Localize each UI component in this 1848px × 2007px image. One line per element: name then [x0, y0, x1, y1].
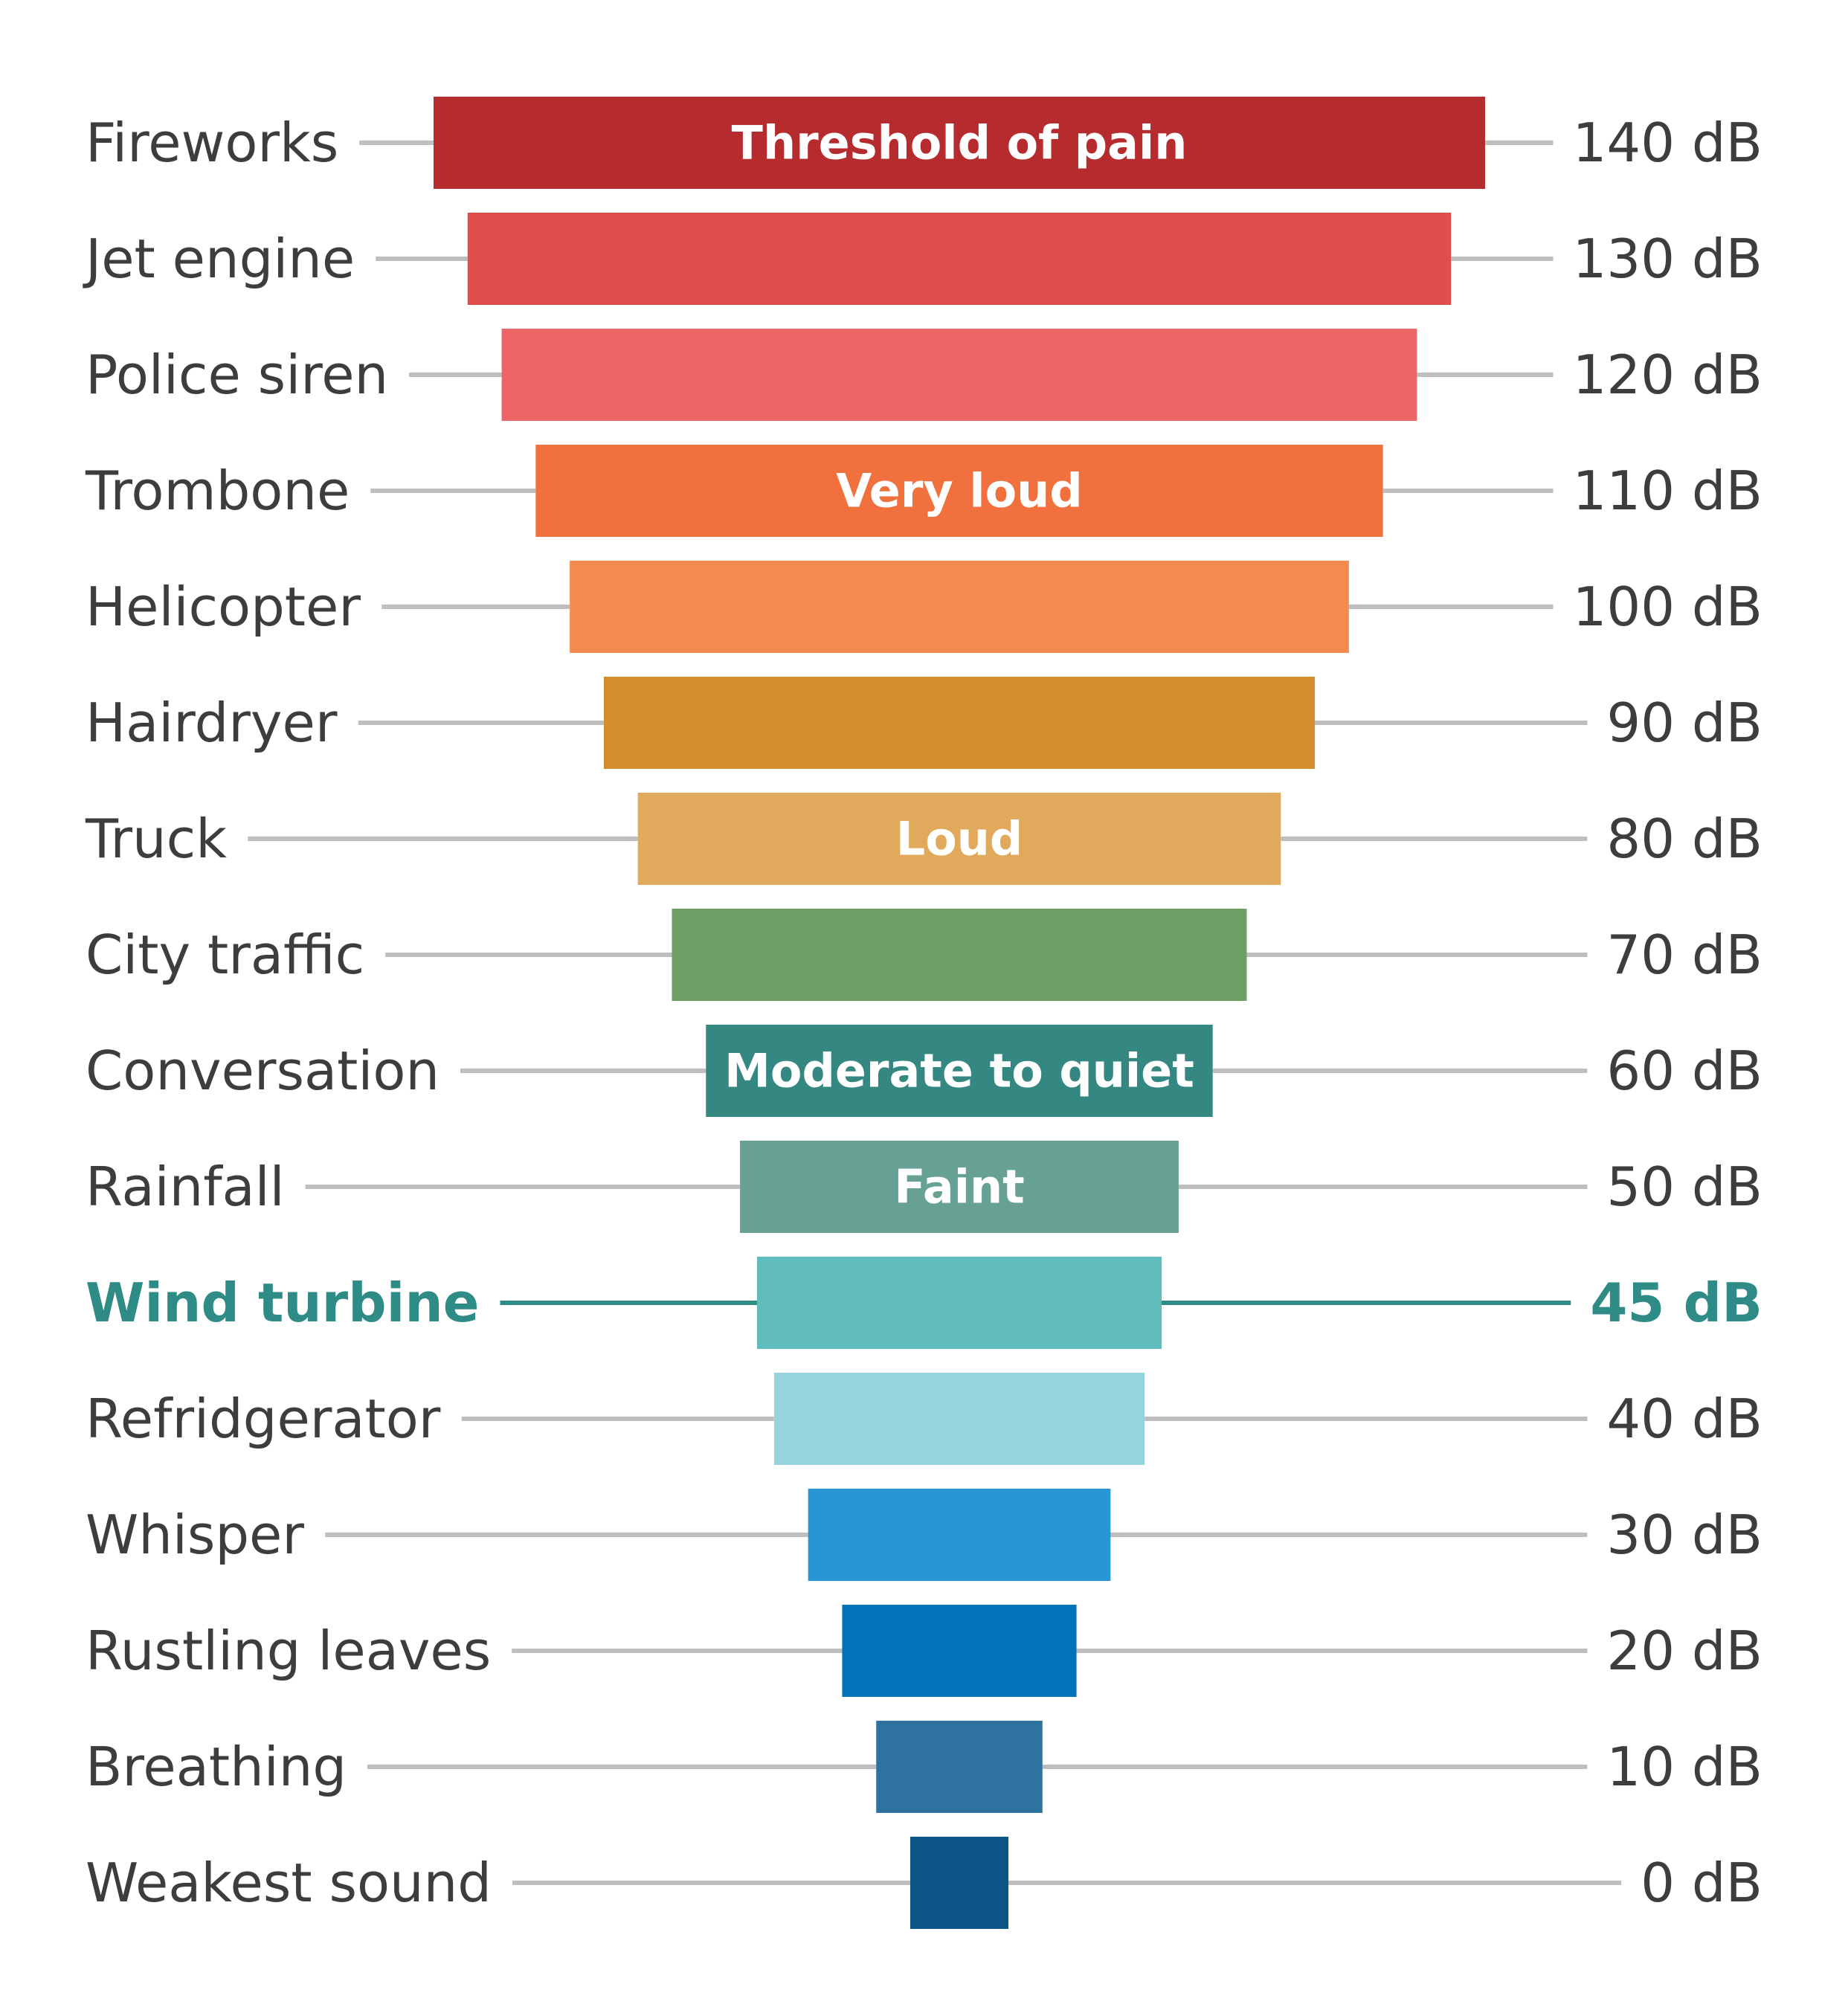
value-label-rainfall: 50 dB	[1606, 1156, 1762, 1218]
value-label-trombone: 110 dB	[1573, 460, 1762, 522]
bar-wind-turbine	[756, 1257, 1162, 1349]
value-label-jet-engine: 130 dB	[1573, 228, 1762, 290]
category-label-weakest-sound: Weakest sound	[86, 1852, 492, 1914]
value-label-weakest-sound: 0 dB	[1641, 1852, 1762, 1914]
category-label-fireworks: Fireworks	[86, 112, 338, 174]
bar-breathing	[876, 1721, 1043, 1813]
value-label-helicopter: 100 dB	[1573, 576, 1762, 638]
bar-rainfall	[740, 1141, 1179, 1233]
category-label-breathing: Breathing	[86, 1736, 347, 1798]
band-label-truck: Loud	[896, 812, 1023, 866]
bar-hairdryer	[603, 677, 1316, 769]
value-label-breathing: 10 dB	[1606, 1736, 1762, 1798]
value-label-rustling-leaves: 20 dB	[1606, 1620, 1762, 1682]
category-label-jet-engine: Jet engine	[83, 228, 355, 290]
category-label-wind-turbine: Wind turbine	[86, 1272, 479, 1334]
category-label-trombone: Trombone	[85, 460, 350, 522]
value-label-whisper: 30 dB	[1606, 1504, 1762, 1566]
band-label-fireworks: Threshold of pain	[732, 116, 1188, 170]
value-label-hairdryer: 90 dB	[1606, 692, 1762, 754]
value-label-truck: 80 dB	[1606, 808, 1762, 870]
bar-refridgerator	[773, 1373, 1145, 1465]
leader-lines	[248, 141, 1622, 1885]
bar-rustling-leaves	[842, 1605, 1077, 1697]
value-label-conversation: 60 dB	[1606, 1040, 1762, 1102]
value-label-refridgerator: 40 dB	[1606, 1388, 1762, 1450]
bar-weakest-sound	[910, 1837, 1008, 1929]
value-label-city-traffic: 70 dB	[1606, 924, 1762, 986]
bar-fireworks	[434, 97, 1485, 189]
category-label-hairdryer: Hairdryer	[86, 692, 338, 754]
category-label-city-traffic: City traffic	[86, 924, 364, 986]
band-label-rainfall: Faint	[894, 1160, 1025, 1214]
bar-police-siren	[501, 329, 1417, 421]
category-label-rainfall: Rainfall	[86, 1156, 285, 1218]
bars	[434, 97, 1485, 1929]
category-label-refridgerator: Refridgerator	[86, 1388, 441, 1450]
band-label-conversation: Moderate to quiet	[724, 1044, 1194, 1098]
band-label-trombone: Very loud	[836, 464, 1083, 518]
bar-jet-engine	[467, 213, 1452, 305]
bar-trombone	[535, 445, 1383, 537]
value-label-wind-turbine: 45 dB	[1590, 1272, 1762, 1334]
bar-city-traffic	[672, 909, 1247, 1001]
bar-helicopter	[570, 561, 1349, 653]
value-label-police-siren: 120 dB	[1573, 344, 1762, 406]
bar-truck	[637, 793, 1281, 885]
category-label-conversation: Conversation	[86, 1040, 440, 1102]
category-label-police-siren: Police siren	[86, 344, 388, 406]
category-label-rustling-leaves: Rustling leaves	[86, 1620, 491, 1682]
category-label-truck: Truck	[85, 808, 227, 870]
bar-conversation	[706, 1025, 1213, 1117]
value-label-fireworks: 140 dB	[1573, 112, 1762, 174]
category-label-helicopter: Helicopter	[86, 576, 361, 638]
bar-whisper	[808, 1489, 1111, 1581]
category-label-whisper: Whisper	[86, 1504, 304, 1566]
labels: Fireworks 140 dB Threshold of pain Jet engi…	[83, 112, 1762, 1914]
